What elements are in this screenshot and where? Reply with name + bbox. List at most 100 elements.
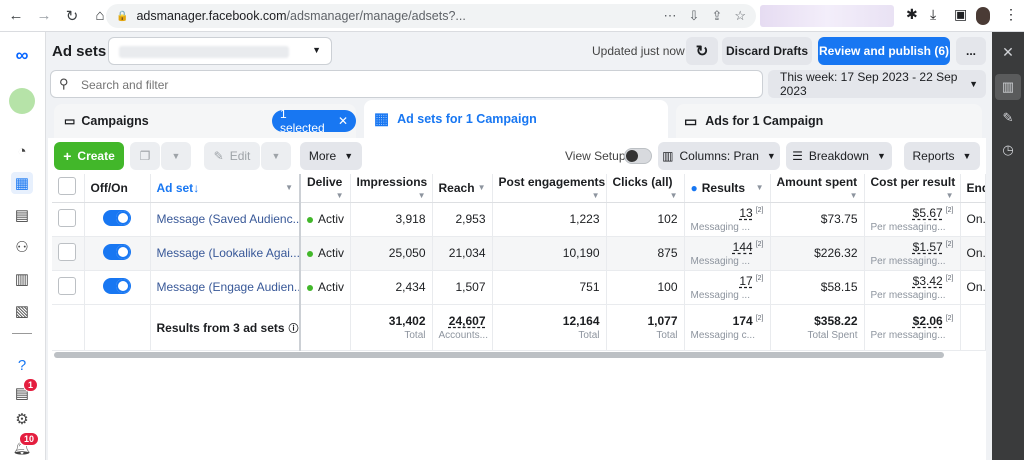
totals-label-cell: Results from 3 ad sets ⓘ <box>150 304 301 351</box>
tab-adsets[interactable]: ▦ Ad sets for 1 Campaign <box>364 100 668 138</box>
total-post-engagements: 12,164 <box>562 313 600 328</box>
back-icon[interactable]: ← <box>8 7 24 24</box>
results-value[interactable]: 17 <box>739 273 753 288</box>
table-row[interactable]: Message (Engage Audien... Activ 2,434 1,… <box>52 270 986 305</box>
post-engagements-cell: 751 <box>492 270 607 305</box>
pages-icon[interactable]: ▤ <box>14 207 30 224</box>
bookmark-star-icon[interactable]: ☆ <box>734 8 746 23</box>
adset-name-link[interactable]: Message (Saved Audienc... <box>156 212 300 226</box>
row-toggle-switch[interactable] <box>103 277 131 294</box>
col-results[interactable]: ● Results ▼ <box>684 174 771 203</box>
columns-icon: ▥ <box>662 149 674 163</box>
translate-icon[interactable]: ⋯ <box>663 8 677 23</box>
forward-icon[interactable]: → <box>36 7 52 24</box>
nav-divider <box>12 333 32 334</box>
results-value[interactable]: 13 <box>739 205 753 220</box>
date-range-picker[interactable]: This week: 17 Sep 2023 - 22 Sep 2023 ▼ <box>768 70 986 98</box>
row-checkbox[interactable] <box>58 276 76 295</box>
col-cost-per-result[interactable]: Cost per result ▼ <box>864 174 961 203</box>
breakdown-button[interactable]: ☰ Breakdown ▼ <box>786 142 892 170</box>
settings-icon[interactable]: ⚙ <box>15 411 29 428</box>
cost-value[interactable]: $3.42 <box>912 273 943 288</box>
cost-value[interactable]: $5.67 <box>912 205 943 220</box>
col-off-on[interactable]: Off/On <box>84 174 151 203</box>
row-toggle-switch[interactable] <box>103 209 131 226</box>
home-icon[interactable]: ⌂ <box>95 7 105 24</box>
create-button[interactable]: + Create <box>54 142 124 170</box>
search-filter-box[interactable]: ⚲ <box>50 70 763 98</box>
delivery-status: Activ <box>318 246 345 260</box>
row-checkbox[interactable] <box>58 242 76 261</box>
help-icon[interactable]: ? <box>17 356 27 374</box>
caret-down-icon: ▼ <box>962 151 972 161</box>
total-cost[interactable]: $2.06 <box>912 313 943 328</box>
search-input[interactable] <box>81 75 681 95</box>
clear-selection-icon[interactable]: ✕ <box>337 114 348 128</box>
close-icon[interactable]: ✕ <box>1002 43 1014 60</box>
total-clicks-sub: Total <box>656 329 678 341</box>
col-delivery[interactable]: Delive ▼ <box>300 174 351 203</box>
impressions-cell: 3,918 <box>350 202 433 237</box>
col-ends[interactable]: End <box>960 174 986 203</box>
impressions-cell: 2,434 <box>350 270 433 305</box>
info-icon[interactable]: ⓘ <box>288 323 299 335</box>
total-reach-sub: Accounts... <box>438 329 488 341</box>
adset-name-link[interactable]: Message (Lookalike Agai... <box>156 246 300 260</box>
columns-button[interactable]: ▥ Columns: Pran ▼ <box>658 142 780 170</box>
col-post-engagements[interactable]: Post engagements ▼ <box>492 174 607 203</box>
pencil-icon[interactable]: ✎ <box>1002 110 1014 125</box>
tab-adsets-label: Ad sets for 1 Campaign <box>397 112 537 126</box>
adset-name-link[interactable]: Message (Engage Audien... <box>156 280 300 294</box>
profile-avatar[interactable] <box>976 7 990 25</box>
review-publish-button[interactable]: Review and publish (6) <box>818 37 950 65</box>
col-impressions[interactable]: Impressions ▼ <box>350 174 433 203</box>
row-toggle-switch[interactable] <box>103 243 131 260</box>
share-icon[interactable]: ⇪ <box>711 8 723 23</box>
install-icon[interactable]: ⇩ <box>688 8 700 23</box>
tab-campaigns[interactable]: ▭ Campaigns 1 selected ✕ <box>54 104 356 138</box>
tab-campaigns-label: Campaigns <box>81 114 149 128</box>
duplicate-dropdown[interactable]: ▼ <box>161 142 191 170</box>
col-amount-spent[interactable]: Amount spent ▼ <box>770 174 865 203</box>
selected-chip[interactable]: 1 selected ✕ <box>272 107 356 135</box>
download-icon[interactable]: ⤓ <box>930 6 937 22</box>
view-setup-toggle[interactable] <box>624 148 652 164</box>
total-reach[interactable]: 24,607 <box>448 313 486 328</box>
table-row[interactable]: Message (Lookalike Agai... Activ 25,050 … <box>52 236 986 271</box>
table-icon[interactable]: ▦ <box>11 172 33 194</box>
refresh-button[interactable]: ↻ <box>686 37 718 65</box>
more-options-button[interactable]: ... <box>956 37 986 65</box>
history-icon[interactable]: ◷ <box>1002 142 1014 157</box>
account-avatar[interactable] <box>9 88 35 114</box>
extensions-icon[interactable]: ✱ <box>906 6 918 22</box>
chart-icon[interactable]: ▥ <box>995 74 1021 100</box>
reports-button[interactable]: Reports ▼ <box>904 142 980 170</box>
browser-menu-icon[interactable]: ⋮ <box>1004 6 1018 22</box>
gauge-icon[interactable]: ◔ <box>17 142 27 160</box>
campaign-selector-dropdown[interactable]: ▼ <box>108 37 332 65</box>
horizontal-scrollbar[interactable] <box>54 352 944 358</box>
duplicate-button[interactable]: ❐ <box>130 142 160 170</box>
col-ad-set-label: Ad set <box>156 180 194 195</box>
col-clicks[interactable]: Clicks (all) ▼ <box>606 174 685 203</box>
address-bar[interactable]: 🔒 adsmanager.facebook.com /adsmanager/ma… <box>106 4 756 28</box>
catalog-icon[interactable]: ▥ <box>14 271 30 288</box>
select-all-checkbox[interactable] <box>58 177 76 196</box>
audiences-icon[interactable]: ⚇ <box>15 239 29 256</box>
results-value[interactable]: 144 <box>732 239 753 254</box>
sidepanel-icon[interactable]: ▣ <box>954 6 968 22</box>
edit-dropdown[interactable]: ▼ <box>261 142 291 170</box>
cost-value[interactable]: $1.57 <box>912 239 943 254</box>
totals-label: Results from 3 ad sets <box>156 320 285 335</box>
billing-icon[interactable]: ▧ <box>14 303 30 320</box>
col-reach[interactable]: Reach ▼ <box>432 174 493 203</box>
meta-logo-icon[interactable]: ∞ <box>15 44 29 65</box>
row-checkbox[interactable] <box>58 208 76 227</box>
col-ad-set[interactable]: Ad set↓ ▼ <box>150 174 301 203</box>
table-row[interactable]: Message (Saved Audienc... Activ 3,918 2,… <box>52 202 986 237</box>
reload-icon[interactable]: ↻ <box>65 7 79 25</box>
tab-ads[interactable]: ▭ Ads for 1 Campaign <box>676 104 982 138</box>
more-button[interactable]: More ▼ <box>300 142 362 170</box>
discard-drafts-button[interactable]: Discard Drafts <box>722 37 812 65</box>
edit-button[interactable]: ✎ Edit <box>204 142 260 170</box>
